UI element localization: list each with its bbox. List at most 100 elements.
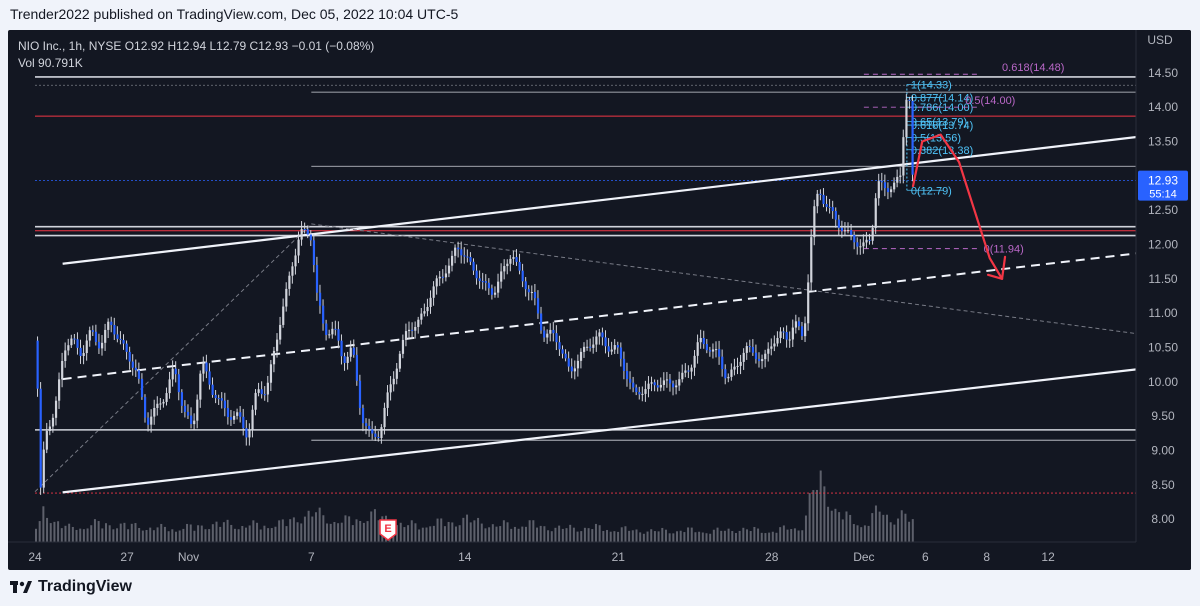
candle-body — [773, 343, 776, 347]
volume-bar — [639, 532, 642, 542]
volume-bar — [491, 524, 494, 542]
candle-body — [810, 237, 813, 283]
volume-bar — [749, 531, 752, 542]
time-tick-label: 6 — [922, 550, 929, 564]
volume-bar — [149, 527, 152, 542]
candle-body — [582, 346, 586, 352]
price-chart[interactable]: 1(14.33)0.877(14.14)0.786(14.00) 0.65(13.… — [8, 30, 1191, 570]
volume-bar — [329, 523, 332, 542]
volume-bar — [882, 514, 885, 542]
candle-body — [681, 372, 684, 380]
candle-body — [828, 206, 831, 208]
volume-bar — [134, 523, 137, 542]
candle-body — [675, 385, 678, 388]
candle-body — [490, 288, 494, 295]
chart-frame[interactable]: 1(14.33) 0.877(14.14) 0.786(14.00) 0.65(13.… — [8, 30, 1191, 570]
volume-bar — [672, 533, 675, 542]
volume-bar — [215, 521, 218, 542]
candle-body — [64, 350, 67, 361]
volume-bar — [119, 523, 122, 542]
candle-body — [355, 354, 359, 381]
candle-body — [702, 337, 705, 345]
candle-body — [472, 261, 475, 271]
candle-body — [463, 255, 466, 257]
price-tick-label: 12.50 — [1148, 203, 1178, 217]
volume-bar — [709, 533, 712, 542]
candle-body — [236, 412, 239, 416]
volume-bar — [462, 517, 465, 542]
candle-body — [312, 240, 316, 265]
candle-body — [800, 326, 804, 337]
volume-bar — [377, 520, 380, 542]
candle-body — [318, 292, 322, 306]
candle-body — [512, 257, 515, 259]
ohlc-change: −0.01 (−0.08%) — [291, 39, 375, 53]
candle-body — [94, 331, 98, 342]
candle-body — [687, 370, 690, 372]
volume-bar — [75, 529, 78, 542]
candle-body — [493, 292, 497, 295]
volume-bar — [68, 523, 71, 542]
candle-body — [54, 400, 58, 418]
candle-body — [457, 247, 460, 250]
fib-cyan-label: 1(14.33) — [911, 80, 952, 92]
volume-bar — [355, 519, 358, 542]
fib-violet-label: 0(11.94) — [984, 244, 1024, 256]
candle-body — [208, 371, 211, 385]
volume-bar — [499, 526, 502, 542]
volume-bar — [292, 517, 295, 542]
volume-bar — [705, 533, 708, 542]
candle-body — [58, 379, 61, 401]
candle-body — [282, 306, 285, 325]
time-tick-label: 27 — [120, 550, 134, 564]
candle-body — [696, 342, 699, 356]
candle-body — [896, 176, 899, 183]
volume-bar — [723, 530, 726, 542]
ohlc-open: O12.92 — [124, 39, 165, 53]
volume-bar — [517, 528, 520, 542]
candle-body — [607, 346, 610, 352]
volume-bar — [746, 529, 749, 542]
candle-body — [619, 347, 623, 359]
volume-bar — [112, 529, 115, 542]
candle-body — [285, 288, 288, 307]
volume-bar — [300, 523, 303, 542]
ohlc-line: NIO Inc., 1h, NYSE O12.92 H12.94 L12.79 … — [18, 38, 374, 55]
horizontal-levels — [35, 76, 1136, 494]
volume-bar — [362, 522, 365, 542]
candle-body — [834, 211, 837, 220]
volume-bar — [160, 523, 163, 542]
candle-body — [239, 412, 242, 417]
candle-body — [438, 276, 441, 279]
volume-bar — [849, 514, 852, 542]
candle-body — [42, 449, 45, 488]
volume-bar — [156, 527, 159, 542]
volume-bar — [676, 531, 679, 542]
candle-body — [122, 340, 125, 344]
volume-label: Vol — [18, 56, 35, 70]
volume-bar — [477, 517, 480, 542]
volume-bar — [620, 527, 623, 542]
candle-body — [644, 389, 647, 394]
volume-bar — [359, 521, 362, 542]
volume-bar — [583, 527, 586, 542]
candle-body — [497, 281, 500, 293]
candle-body — [186, 411, 190, 416]
volume-bar — [311, 516, 314, 542]
volume-bar — [834, 508, 837, 542]
current-price-value: 12.93 — [1148, 174, 1178, 188]
volume-bar — [425, 527, 428, 542]
candle-body — [257, 389, 260, 393]
candle-body — [856, 242, 859, 247]
candle-body — [82, 353, 85, 356]
candle-body — [893, 182, 896, 190]
candle-body — [85, 340, 88, 354]
candle-body — [739, 361, 742, 366]
volume-bar — [82, 529, 85, 542]
price-tick-label: 12.00 — [1148, 238, 1178, 252]
candle-body — [73, 338, 76, 340]
candle-body — [76, 339, 79, 348]
candle-body — [748, 346, 751, 348]
candle-body — [570, 366, 573, 372]
price-axis: USD 8.00 8.50 9.00 9.50 10.00 10.50 11.00 11.50 1… — [1135, 30, 1191, 570]
